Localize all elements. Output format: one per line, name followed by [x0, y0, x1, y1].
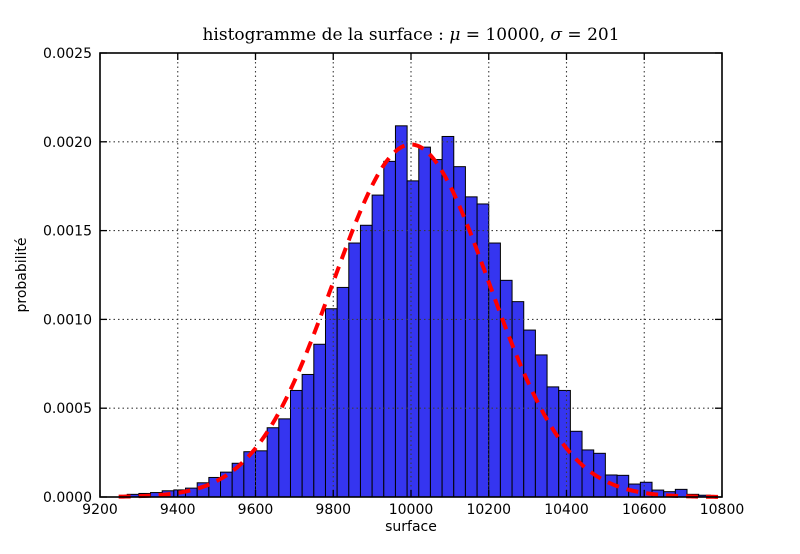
histogram-bar: [546, 386, 560, 498]
histogram-bar: [266, 427, 280, 498]
x-tick-label: 9200: [82, 502, 118, 518]
histogram-bar: [359, 224, 373, 498]
histogram-bar: [406, 180, 420, 498]
x-tick-label: 10200: [466, 502, 511, 518]
histogram-bar: [289, 389, 303, 498]
histogram-bar: [324, 308, 338, 498]
histogram-bar: [511, 301, 525, 498]
x-tick-label: 10400: [544, 502, 589, 518]
y-tick-label: 0.0025: [43, 46, 92, 62]
y-axis-label: probabilité: [14, 237, 30, 313]
y-tick-label: 0.0005: [43, 401, 92, 417]
histogram-bar: [464, 196, 478, 498]
histogram-bar: [278, 418, 291, 498]
histogram-bar: [243, 451, 256, 498]
y-tick-label: 0.0015: [43, 224, 92, 240]
x-tick-label: 9800: [315, 502, 351, 518]
histogram-bar: [383, 160, 396, 498]
x-tick-label: 10000: [389, 502, 434, 518]
x-tick-label: 9400: [160, 502, 196, 518]
histogram-bar: [371, 194, 385, 498]
y-tick-label: 0.0000: [43, 490, 92, 506]
x-tick-label: 10800: [700, 502, 745, 518]
histogram-bar: [313, 343, 326, 498]
histogram-bar: [255, 450, 268, 498]
histogram-bar: [476, 203, 490, 498]
histogram-bar: [301, 373, 315, 498]
x-tick-label: 10600: [622, 502, 667, 518]
x-tick-label: 9600: [238, 502, 274, 518]
y-tick-label: 0.0010: [43, 312, 92, 328]
histogram-bar: [394, 125, 408, 498]
chart-title: histogramme de la surface : μ = 10000, σ…: [202, 25, 620, 45]
histogram-bar: [499, 279, 513, 498]
y-tick-label: 0.0020: [43, 135, 92, 151]
gaussian-fit-curve: [118, 142, 719, 499]
histogram-bar: [429, 159, 443, 498]
histogram-bar: [418, 146, 431, 498]
histogram-bar: [523, 329, 536, 498]
x-axis-label: surface: [385, 519, 437, 535]
histogram-bar: [534, 354, 548, 498]
histogram-bar: [348, 242, 361, 498]
